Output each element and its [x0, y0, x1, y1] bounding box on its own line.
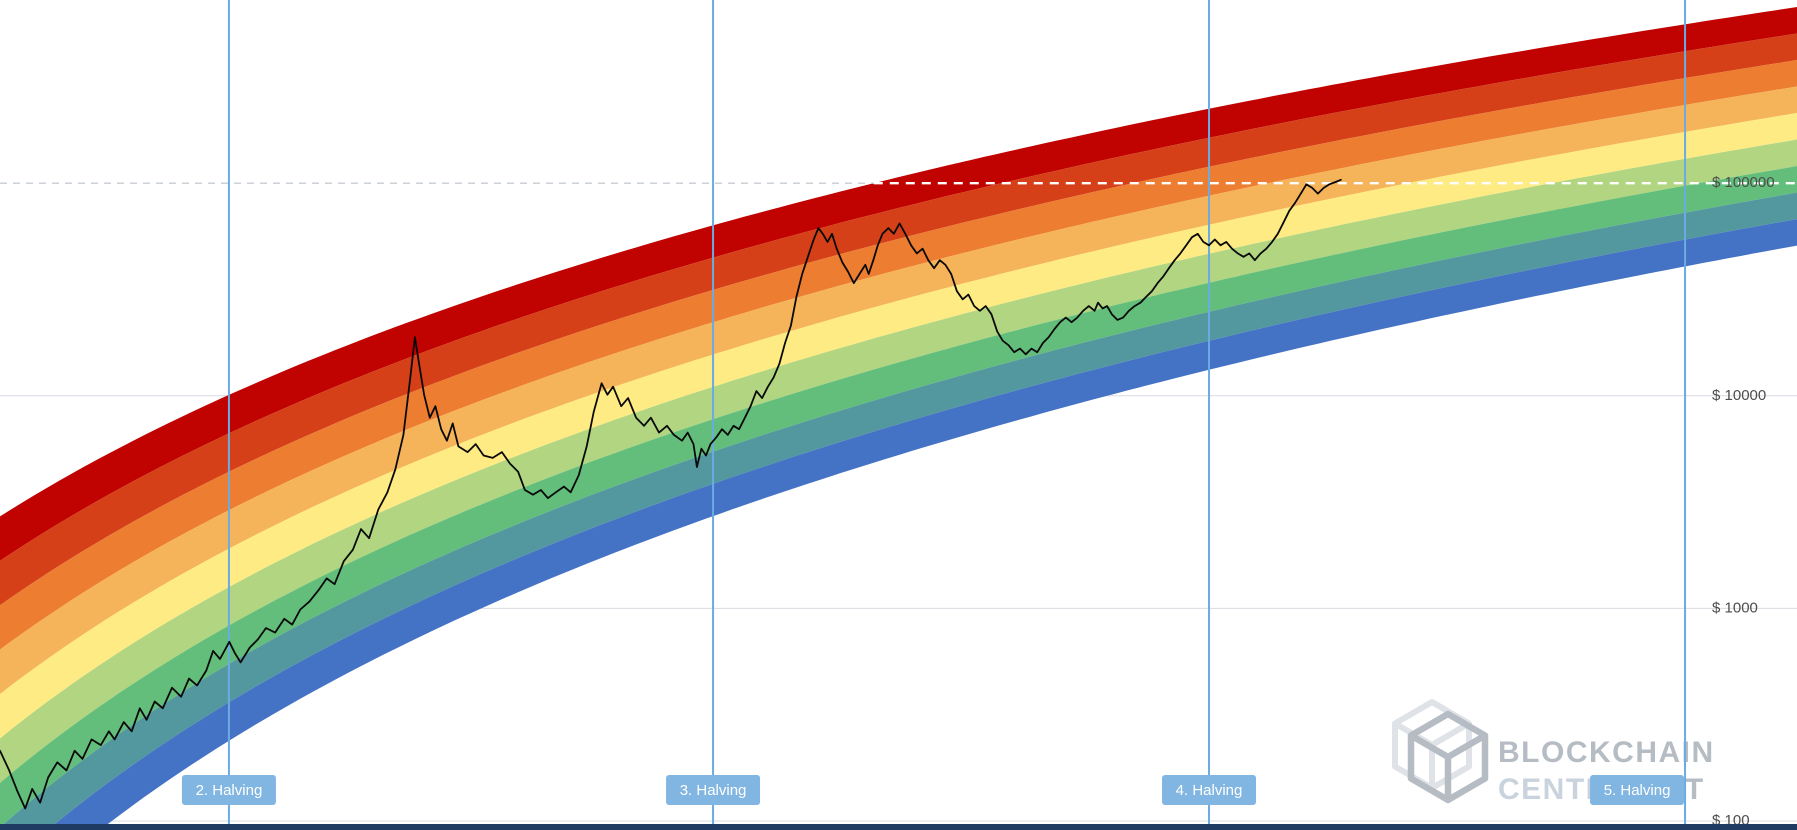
watermark-blockchain-text: BLOCKCHAIN — [1498, 736, 1715, 769]
halving-badge-label: 5. Halving — [1604, 782, 1671, 799]
btc-price-line — [0, 178, 1342, 810]
halving-badge-label: 3. Halving — [680, 782, 747, 799]
halving-badge — [181, 775, 276, 805]
halving-badge — [666, 775, 761, 805]
btc-price-path — [0, 178, 1342, 810]
y-axis-labels: $ 100000$ 10000$ 1000$ 100 — [1712, 174, 1775, 829]
y-axis-tick-label: $ 10000 — [1712, 387, 1766, 404]
bottom-axis-border — [0, 824, 1797, 830]
cube-icon — [1407, 710, 1489, 804]
halving-badge — [1162, 775, 1257, 805]
halving-lines — [227, 0, 1687, 830]
halving-badges: 2. Halving 3. Halving 4. Halving 5. Halving — [181, 775, 1685, 805]
halving-badge-label: 2. Halving — [196, 782, 263, 799]
halving-badge-label: 4. Halving — [1176, 782, 1243, 799]
y-axis-tick-label: $ 1000 — [1712, 599, 1758, 616]
y-axis-tick-label: $ 100000 — [1712, 174, 1775, 191]
halving-badge — [1590, 775, 1685, 805]
rainbow-bands — [0, 7, 1797, 830]
